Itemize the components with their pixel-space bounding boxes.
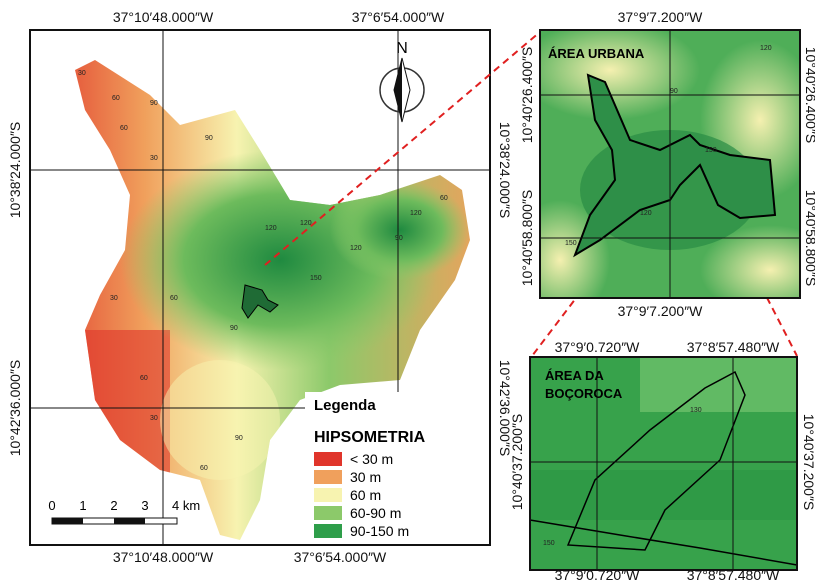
contour-label: 60 <box>200 465 208 472</box>
legend-label: 90-150 m <box>350 523 409 539</box>
contour-label: 120 <box>760 45 772 52</box>
contour-label: 90 <box>230 325 238 332</box>
main-map: 3060906030901201201501209060603090603090… <box>7 9 513 565</box>
contour-label: 150 <box>705 147 717 154</box>
coord-label: 37°10′48.000″W <box>113 9 214 25</box>
legend-swatch <box>314 452 342 466</box>
legend-swatch <box>314 506 342 520</box>
legend-box <box>305 392 489 544</box>
inset-urban: ÁREA URBANA 120 90 150 120 150 37°9′7.20… <box>510 9 815 320</box>
contour-label: 60 <box>170 295 178 302</box>
coord-label: 37°6′54.000″W <box>294 549 387 565</box>
contour-label: 90 <box>205 135 213 142</box>
inset-title: BOÇOROCA <box>545 386 623 401</box>
coord-label: 10°42′36.000″S <box>7 360 23 456</box>
scale-label: 0 <box>48 498 55 513</box>
coord-label: 10°38′24.000″S <box>497 122 513 218</box>
contour-label: 150 <box>565 240 577 247</box>
coord-label: 37°10′48.000″W <box>113 549 214 565</box>
legend-label: 30 m <box>350 469 381 485</box>
contour-label: 60 <box>120 125 128 132</box>
scale-label: 2 <box>110 498 117 513</box>
coord-label: 10°40′37.200″S <box>509 414 525 510</box>
scale-label: 1 <box>79 498 86 513</box>
contour-label: 30 <box>110 295 118 302</box>
contour-label: 150 <box>543 540 555 547</box>
contour-label: 120 <box>350 245 362 252</box>
coord-label: 37°9′0.720″W <box>555 567 641 581</box>
inset-gully: ÁREA DA BOÇOROCA 130 150 37°9′0.720″W 37… <box>509 339 815 581</box>
contour-label: 150 <box>310 275 322 282</box>
contour-label: 120 <box>640 210 652 217</box>
contour-label: 130 <box>690 407 702 414</box>
contour-label: 60 <box>112 95 120 102</box>
contour-label: 30 <box>150 155 158 162</box>
coord-label: 37°6′54.000″W <box>352 9 445 25</box>
legend-title: Legenda <box>314 397 376 414</box>
inset-title: ÁREA DA <box>545 368 604 383</box>
coord-label: 37°9′7.200″W <box>618 303 704 319</box>
contour-label: 30 <box>150 415 158 422</box>
map-figure: 3060906030901201201501209060603090603090… <box>0 0 815 581</box>
coord-label: 10°40′58.800″S <box>519 190 535 286</box>
coord-label: 10°40′26.400″S <box>803 47 815 143</box>
contour-label: 90 <box>670 88 678 95</box>
coord-label: 37°9′7.200″W <box>618 9 704 25</box>
coord-label: 10°40′58.800″S <box>803 190 815 286</box>
contour-label: 90 <box>395 235 403 242</box>
contour-label: 30 <box>78 70 86 77</box>
legend-swatch <box>314 524 342 538</box>
legend-label: 60 m <box>350 487 381 503</box>
coord-label: 37°8′57.480″W <box>687 567 780 581</box>
contour-label: 60 <box>140 375 148 382</box>
north-label: N <box>396 40 408 57</box>
legend-label: < 30 m <box>350 451 393 467</box>
contour-label: 90 <box>235 435 243 442</box>
contour-label: 120 <box>265 225 277 232</box>
legend-swatch <box>314 488 342 502</box>
legend-label: 60-90 m <box>350 505 401 521</box>
coord-label: 37°8′57.480″W <box>687 339 780 355</box>
contour-label: 120 <box>300 220 312 227</box>
coord-label: 37°9′0.720″W <box>555 339 641 355</box>
legend-subtitle: HIPSOMETRIA <box>314 429 426 446</box>
coord-label: 10°38′24.000″S <box>7 122 23 218</box>
scale-label: 4 km <box>172 498 200 513</box>
coord-label: 10°40′26.400″S <box>519 47 535 143</box>
scale-label: 3 <box>141 498 148 513</box>
coord-label: 10°40′37.200″S <box>801 414 815 510</box>
contour-label: 120 <box>410 210 422 217</box>
contour-label: 60 <box>440 195 448 202</box>
inset-title: ÁREA URBANA <box>548 46 645 61</box>
contour-label: 90 <box>150 100 158 107</box>
legend-swatch <box>314 470 342 484</box>
